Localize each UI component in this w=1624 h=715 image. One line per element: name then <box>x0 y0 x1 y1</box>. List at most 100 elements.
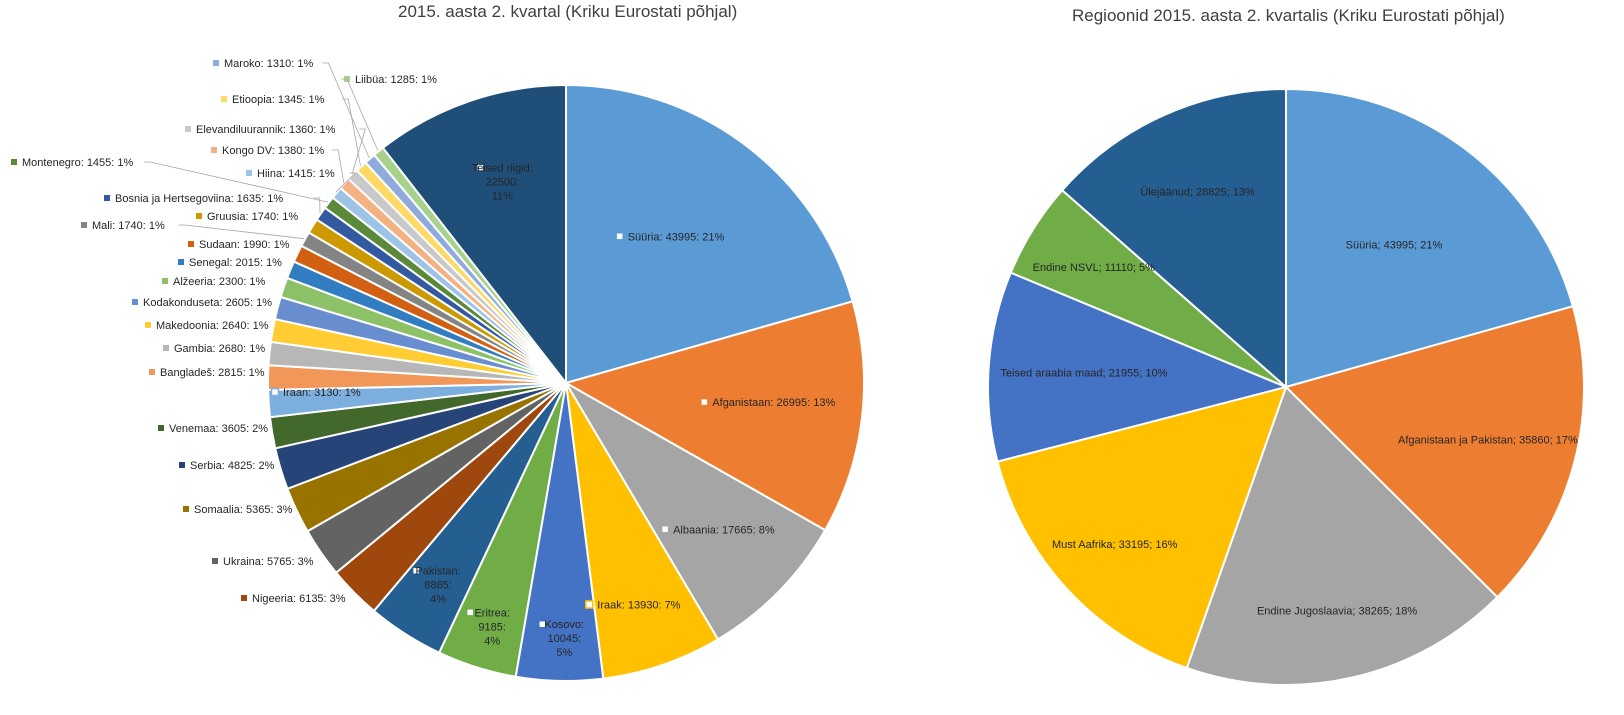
data-label-suuria: Süüria: 43995: 21% <box>628 231 725 243</box>
data-label-mali: Mali: 1740: 1% <box>92 220 165 232</box>
pie-slice-ulejaanud <box>1060 87 1287 390</box>
leader-line-montenegro <box>144 161 329 203</box>
data-label-nigeeria: Nigeeria: 6135: 3% <box>252 593 346 605</box>
data-label-pakistan-line-2: 8865: <box>424 580 452 592</box>
data-label-teised-riigid-line-3: 11% <box>492 191 513 203</box>
data-label-ukraina-marker <box>212 558 218 564</box>
data-label-pakistan-marker <box>411 566 421 575</box>
data-label-nigeeria-marker <box>241 595 247 601</box>
pie-slice-afganistaan-ja-pakistan <box>1284 305 1585 599</box>
data-label-kosovo-line-2: 10045: <box>547 633 581 645</box>
data-label-bosnia-ja-hertsegoviina-marker <box>104 195 110 201</box>
data-label-eritrea-line-1: Eritrea: <box>474 607 509 619</box>
data-label-makedoonia-marker <box>145 322 151 328</box>
data-label-teised-riigid-line-1: Teised riigid: <box>472 163 533 175</box>
pie-slice-endine-jugoslaavia <box>1185 385 1499 686</box>
data-label-banglades: Bangladeš: 2815: 1% <box>160 367 265 379</box>
data-label-bosnia-ja-hertsegoviina: Bosnia ja Hertsegoviina: 1635: 1% <box>115 193 283 205</box>
pie-slice-suuria <box>565 83 854 385</box>
pie-slice-iraak <box>565 382 720 680</box>
data-label-alzeeria: Alžeeria: 2300: 1% <box>173 276 266 288</box>
data-label-iraan-marker <box>270 387 280 397</box>
leader-line-maroko <box>322 62 370 159</box>
data-label-etioopia: Etioopia: 1345: 1% <box>232 94 325 106</box>
data-label-afganistaan-ja-pakistan: Afganistaan ja Pakistan; 35860; 17% <box>1398 434 1578 446</box>
data-label-sudaan: Sudaan: 1990: 1% <box>199 239 290 251</box>
data-label-elevandiluurannik: Elevandiluurannik: 1360: 1% <box>196 124 336 136</box>
data-label-endine-nsvl: Endine NSVL; 11110; 5% <box>1033 262 1156 274</box>
data-label-montenegro: Montenegro: 1455: 1% <box>22 157 134 169</box>
data-label-hiina-marker <box>246 170 252 176</box>
data-label-iraan: Iraan: 3130: 1% <box>283 387 361 399</box>
data-label-must-aafrika: Must Aafrika; 33195; 16% <box>1052 539 1178 551</box>
pie-chart-countries: Süüria: 43995: 21% Afganistaan: 26995: 13… <box>11 58 865 682</box>
data-label-teised-riigid-marker <box>476 163 485 172</box>
data-label-serbia: Serbia: 4825: 2% <box>190 460 275 472</box>
pie-slice-teised-araabia-maad <box>987 271 1290 463</box>
data-label-eritrea-line-2: 9185: <box>478 621 506 633</box>
leader-line-bosnia-ja-hertsegoviina <box>313 197 321 214</box>
data-label-kodakonduseta-marker <box>132 299 138 305</box>
data-label-eritrea-line-3: 4% <box>484 635 500 647</box>
data-label-suuria: Süüria; 43995; 21% <box>1346 240 1443 252</box>
data-label-gruusia-marker <box>196 213 202 219</box>
data-label-eritrea-marker <box>465 608 475 617</box>
data-label-ulejaanud: Ülejäänud; 28825; 13% <box>1140 187 1255 199</box>
chart-title-countries: 2015. aasta 2. kvartal (Kriku Eurostati … <box>398 2 738 21</box>
chart-title-regions: Regioonid 2015. aasta 2. kvartalis (Krik… <box>1072 6 1505 25</box>
leader-line-mali <box>178 224 305 240</box>
data-label-albaania: Albaania: 17665: 8% <box>673 524 775 536</box>
leader-line-liibua <box>341 78 379 151</box>
leader-line-elevandiluurannik <box>351 128 366 175</box>
data-label-kosovo-marker <box>538 619 547 629</box>
data-label-kosovo-line-3: 5% <box>556 647 572 659</box>
data-label-venemaa: Venemaa: 3605: 2% <box>169 423 268 435</box>
data-label-liibua: Liibüa: 1285: 1% <box>355 74 437 86</box>
data-label-iraak-marker <box>585 600 594 609</box>
data-label-kodakonduseta: Kodakonduseta: 2605: 1% <box>143 297 272 309</box>
data-label-afganistaan-marker <box>700 397 709 407</box>
pie-chart-regions: Süüria; 43995; 21% Afganistaan ja Pakista… <box>987 87 1585 686</box>
data-label-venemaa-marker <box>158 425 164 431</box>
data-label-ukraina: Ukraina: 5765: 3% <box>223 556 314 568</box>
data-label-banglades-marker <box>149 369 155 375</box>
pie-slice-teised-riigid <box>381 83 567 386</box>
data-label-afganistaan: Afganistaan: 26995: 13% <box>712 397 835 409</box>
data-label-gambia: Gambia: 2680: 1% <box>174 343 265 355</box>
data-label-albaania-marker <box>660 525 670 534</box>
pie-slice-suuria <box>1285 87 1575 389</box>
data-label-endine-jugoslaavia: Endine Jugoslaavia; 38265; 18% <box>1257 606 1417 618</box>
data-label-sudaan-marker <box>188 241 194 247</box>
pie-slice-must-aafrika <box>996 385 1288 670</box>
data-label-somaalia-marker <box>183 506 189 512</box>
leader-line-kongo-dv <box>332 149 345 183</box>
data-label-etioopia-marker <box>221 96 227 102</box>
data-label-alzeeria-marker <box>162 278 168 284</box>
pie-slice-albaania <box>563 380 827 641</box>
pie-slice-afganistaan <box>563 300 865 532</box>
data-label-kosovo-line-1: Kosovo: <box>544 619 584 631</box>
data-label-kongo-dv-marker <box>211 147 217 153</box>
data-label-somaalia: Somaalia: 5365: 3% <box>194 504 293 516</box>
data-label-kongo-dv: Kongo DV: 1380: 1% <box>222 145 325 157</box>
data-label-maroko-marker <box>213 60 219 66</box>
data-label-makedoonia: Makedoonia: 2640: 1% <box>156 320 269 332</box>
data-label-pakistan-line-1: Pakistan: <box>415 566 460 578</box>
data-label-teised-araabia-maad: Teised araabia maad; 21955; 10% <box>1000 368 1167 380</box>
data-label-serbia-marker <box>179 462 185 468</box>
data-label-elevandiluurannik-marker <box>185 126 191 132</box>
data-label-suuria-marker <box>615 232 624 241</box>
data-label-maroko: Maroko: 1310: 1% <box>224 58 313 70</box>
data-label-hiina: Hiina: 1415: 1% <box>257 168 335 180</box>
data-label-mali-marker <box>81 222 87 228</box>
data-label-gambia-marker <box>163 345 169 351</box>
data-label-iraak: Iraak: 13930: 7% <box>597 600 680 612</box>
data-label-montenegro-marker <box>11 159 17 165</box>
data-label-pakistan-line-3: 4% <box>430 594 446 606</box>
data-label-gruusia: Gruusia: 1740: 1% <box>207 211 298 223</box>
data-label-senegal: Senegal: 2015: 1% <box>189 257 282 269</box>
leader-line-hiina <box>335 172 357 193</box>
data-label-teised-riigid-line-2: 22500: <box>485 177 519 189</box>
data-label-senegal-marker <box>178 259 184 265</box>
